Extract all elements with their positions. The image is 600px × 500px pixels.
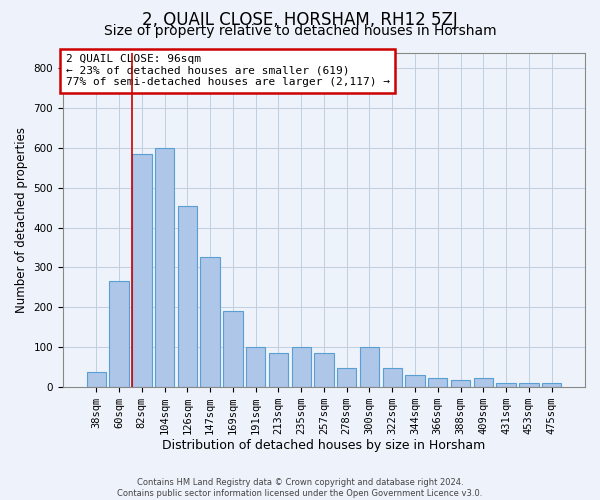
Bar [496, 382, 516, 386]
Bar [109, 282, 129, 387]
Bar [86, 372, 106, 386]
Bar [269, 353, 288, 386]
Bar [542, 382, 561, 386]
Bar [132, 154, 152, 386]
Bar [178, 206, 197, 386]
Text: Size of property relative to detached houses in Horsham: Size of property relative to detached ho… [104, 24, 496, 38]
Y-axis label: Number of detached properties: Number of detached properties [15, 126, 28, 312]
Bar [337, 368, 356, 386]
Bar [223, 311, 242, 386]
Bar [292, 347, 311, 387]
Bar [451, 380, 470, 386]
Bar [155, 148, 174, 386]
Bar [519, 382, 539, 386]
Bar [428, 378, 448, 386]
X-axis label: Distribution of detached houses by size in Horsham: Distribution of detached houses by size … [163, 440, 485, 452]
Bar [406, 375, 425, 386]
Text: 2 QUAIL CLOSE: 96sqm
← 23% of detached houses are smaller (619)
77% of semi-deta: 2 QUAIL CLOSE: 96sqm ← 23% of detached h… [65, 54, 389, 88]
Bar [246, 347, 265, 387]
Text: Contains HM Land Registry data © Crown copyright and database right 2024.
Contai: Contains HM Land Registry data © Crown c… [118, 478, 482, 498]
Bar [473, 378, 493, 386]
Bar [200, 258, 220, 386]
Bar [360, 347, 379, 387]
Bar [314, 353, 334, 386]
Bar [383, 368, 402, 386]
Text: 2, QUAIL CLOSE, HORSHAM, RH12 5ZJ: 2, QUAIL CLOSE, HORSHAM, RH12 5ZJ [142, 11, 458, 29]
